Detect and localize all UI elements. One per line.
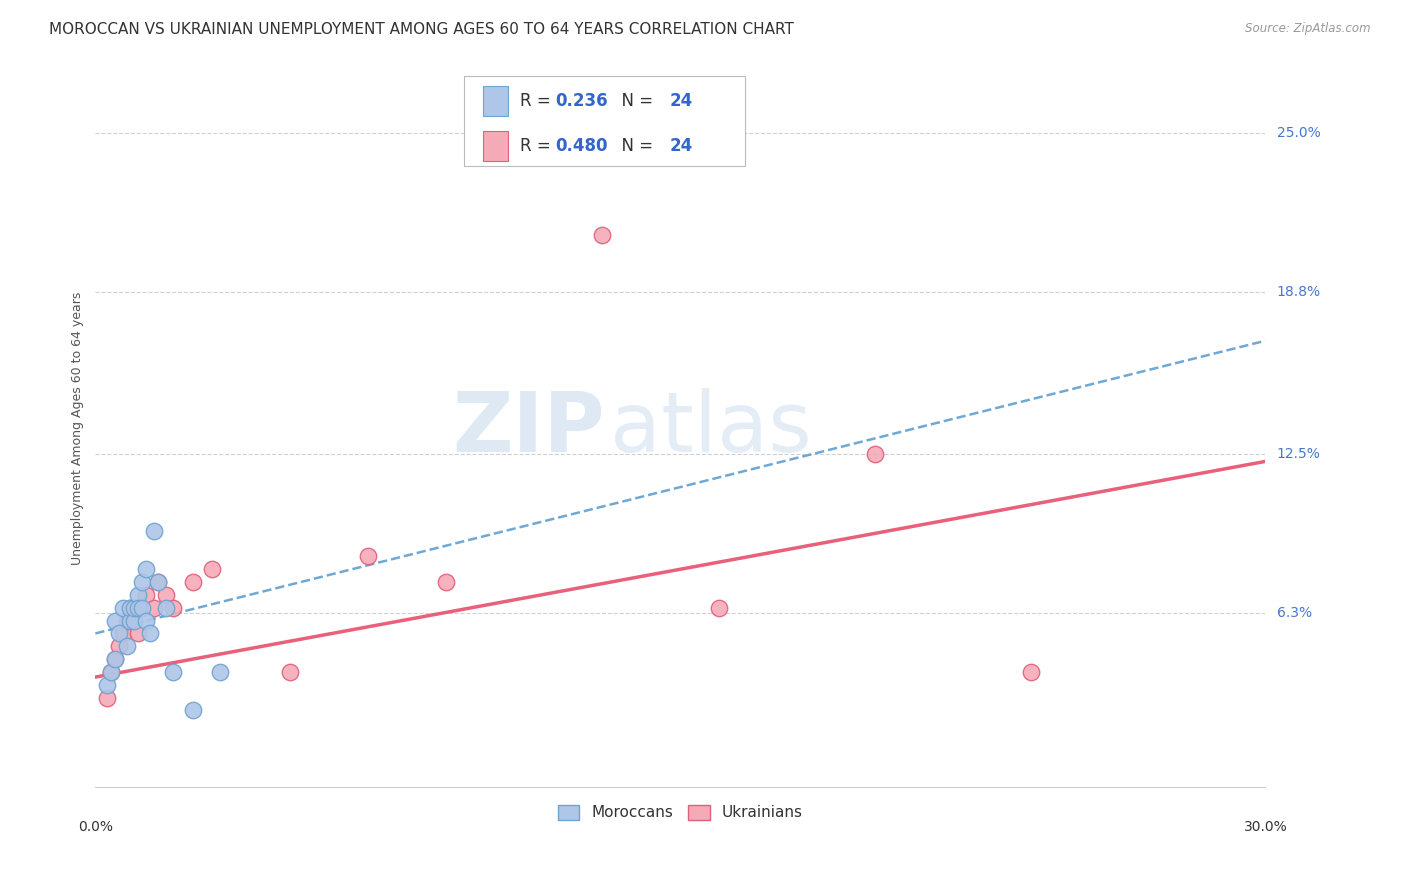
Point xyxy=(434,575,457,590)
Point xyxy=(131,575,153,590)
Text: 6.3%: 6.3% xyxy=(1277,606,1312,620)
Point xyxy=(111,600,134,615)
Point xyxy=(209,665,232,679)
Text: 0.480: 0.480 xyxy=(555,136,607,155)
Text: R =: R = xyxy=(520,136,557,155)
Point xyxy=(124,600,146,615)
Point xyxy=(181,575,204,590)
Point xyxy=(357,549,380,564)
Point xyxy=(135,588,157,602)
Point xyxy=(111,626,134,640)
Text: atlas: atlas xyxy=(610,387,811,468)
Bar xyxy=(482,130,509,161)
Text: Source: ZipAtlas.com: Source: ZipAtlas.com xyxy=(1246,22,1371,36)
Point xyxy=(591,228,613,243)
Point xyxy=(131,600,153,615)
Point xyxy=(201,562,224,576)
Text: 0.0%: 0.0% xyxy=(77,820,112,834)
Text: N =: N = xyxy=(612,136,659,155)
Point xyxy=(104,652,127,666)
Point xyxy=(96,678,118,692)
Point xyxy=(280,665,302,679)
Point xyxy=(124,614,146,628)
Text: 18.8%: 18.8% xyxy=(1277,285,1320,299)
Text: 25.0%: 25.0% xyxy=(1277,126,1320,140)
Point xyxy=(162,600,184,615)
Point xyxy=(155,600,177,615)
Point xyxy=(146,575,169,590)
Point xyxy=(107,640,129,654)
Point xyxy=(139,626,162,640)
Point xyxy=(162,665,184,679)
FancyBboxPatch shape xyxy=(464,76,745,166)
Text: R =: R = xyxy=(520,92,557,110)
Point xyxy=(146,575,169,590)
Point xyxy=(104,614,127,628)
Text: 12.5%: 12.5% xyxy=(1277,447,1320,460)
Point xyxy=(120,600,142,615)
Point xyxy=(142,524,165,538)
Point xyxy=(107,626,129,640)
Point xyxy=(181,703,204,717)
Text: N =: N = xyxy=(612,92,659,110)
Point xyxy=(135,614,157,628)
Text: MOROCCAN VS UKRAINIAN UNEMPLOYMENT AMONG AGES 60 TO 64 YEARS CORRELATION CHART: MOROCCAN VS UKRAINIAN UNEMPLOYMENT AMONG… xyxy=(49,22,794,37)
Point xyxy=(120,600,142,615)
Bar xyxy=(482,86,509,116)
Point xyxy=(865,447,887,461)
Point xyxy=(127,588,149,602)
Point xyxy=(120,614,142,628)
Point xyxy=(709,600,731,615)
Point xyxy=(127,626,149,640)
Text: 24: 24 xyxy=(669,92,693,110)
Point xyxy=(115,640,138,654)
Text: 24: 24 xyxy=(669,136,693,155)
Y-axis label: Unemployment Among Ages 60 to 64 years: Unemployment Among Ages 60 to 64 years xyxy=(72,292,84,565)
Point xyxy=(100,665,122,679)
Point xyxy=(127,600,149,615)
Text: 0.236: 0.236 xyxy=(555,92,607,110)
Point xyxy=(115,614,138,628)
Text: 30.0%: 30.0% xyxy=(1243,820,1288,834)
Point xyxy=(131,600,153,615)
Point xyxy=(155,588,177,602)
Point xyxy=(1021,665,1043,679)
Point xyxy=(142,600,165,615)
Legend: Moroccans, Ukrainians: Moroccans, Ukrainians xyxy=(551,799,810,827)
Point xyxy=(135,562,157,576)
Point xyxy=(104,652,127,666)
Text: ZIP: ZIP xyxy=(451,387,605,468)
Point xyxy=(100,665,122,679)
Point xyxy=(124,600,146,615)
Point xyxy=(96,690,118,705)
